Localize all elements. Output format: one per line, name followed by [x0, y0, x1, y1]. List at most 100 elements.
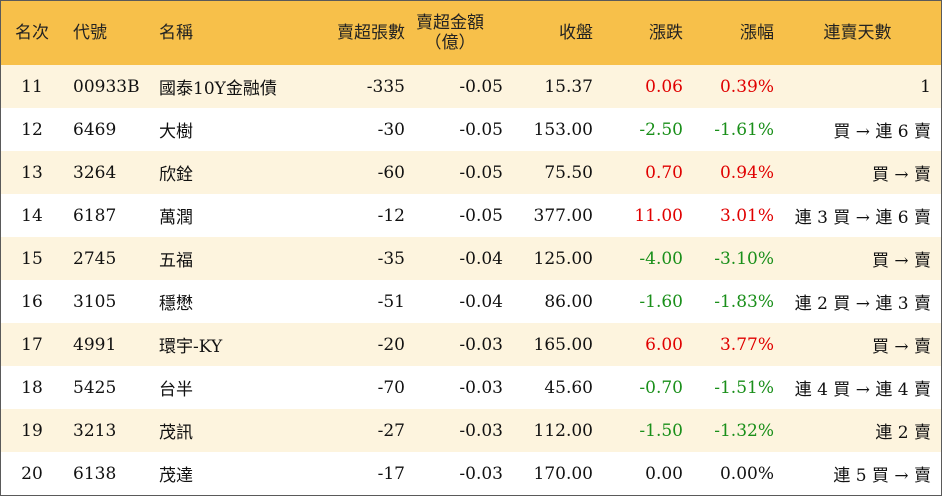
- table-row[interactable]: 11 00933B 國泰10Y金融債 -335 -0.05 15.37 0.06 0.39% 1: [1, 65, 941, 108]
- change-cell: -4.00: [639, 248, 683, 269]
- code-cell[interactable]: 3213: [73, 420, 117, 441]
- close-cell: 45.60: [544, 377, 593, 398]
- code-cell[interactable]: 5425: [73, 377, 117, 398]
- streak-cell: 買 → 賣: [871, 251, 931, 271]
- name-cell[interactable]: 台半: [159, 380, 193, 400]
- rank-cell: 12: [21, 119, 43, 140]
- header-sell-amount[interactable]: 賣超金額 （億）: [405, 1, 503, 65]
- close-cell: 165.00: [533, 334, 593, 355]
- close-cell: 125.00: [533, 248, 593, 269]
- sell-amount-cell: -0.03: [459, 420, 503, 441]
- header-sell-amount-line1: 賣超金額: [416, 13, 484, 33]
- sell-amount-cell: -0.03: [459, 463, 503, 484]
- code-cell[interactable]: 6138: [73, 463, 117, 484]
- table-row[interactable]: 17 4991 環宇-KY -20 -0.03 165.00 6.00 3.77% 買 → 賣: [1, 323, 941, 366]
- code-cell[interactable]: 6187: [73, 205, 117, 226]
- name-cell[interactable]: 穩懋: [159, 294, 193, 314]
- rank-cell: 18: [21, 377, 43, 398]
- header-rank[interactable]: 名次: [15, 23, 49, 43]
- change-pct-cell: -1.51%: [714, 377, 774, 398]
- sell-volume-cell: -335: [366, 76, 405, 97]
- header-code[interactable]: 代號: [73, 23, 107, 43]
- name-cell[interactable]: 環宇-KY: [159, 337, 223, 357]
- change-cell: 0.00: [645, 463, 683, 484]
- close-cell: 153.00: [533, 119, 593, 140]
- change-pct-cell: 3.77%: [719, 334, 774, 355]
- rank-cell: 19: [21, 420, 43, 441]
- streak-cell: 1: [920, 76, 931, 97]
- name-cell[interactable]: 大樹: [159, 122, 193, 142]
- change-cell: -2.50: [639, 119, 683, 140]
- sell-amount-cell: -0.05: [459, 162, 503, 183]
- table-row[interactable]: 19 3213 茂訊 -27 -0.03 112.00 -1.50 -1.32% 連 2 賣: [1, 409, 941, 452]
- name-cell[interactable]: 五福: [159, 251, 193, 271]
- streak-cell: 買 → 連 6 賣: [833, 122, 931, 142]
- change-pct-cell: -1.61%: [714, 119, 774, 140]
- rank-cell: 15: [21, 248, 43, 269]
- name-cell[interactable]: 萬潤: [159, 208, 193, 228]
- header-change-pct[interactable]: 漲幅: [740, 23, 774, 43]
- name-cell[interactable]: 茂達: [159, 466, 193, 486]
- table-row[interactable]: 13 3264 欣銓 -60 -0.05 75.50 0.70 0.94% 買 → 賣: [1, 151, 941, 194]
- table-row[interactable]: 15 2745 五福 -35 -0.04 125.00 -4.00 -3.10% 買 → 賣: [1, 237, 941, 280]
- table-row[interactable]: 12 6469 大樹 -30 -0.05 153.00 -2.50 -1.61% 買 → 連 6…: [1, 108, 941, 151]
- header-change[interactable]: 漲跌: [649, 23, 683, 43]
- sell-volume-cell: -35: [377, 248, 405, 269]
- table-header-row: 名次 代號 名稱 賣超張數 賣超金額 （億） 收盤 漲跌 漲幅 連賣天數: [1, 1, 941, 65]
- table-row[interactable]: 18 5425 台半 -70 -0.03 45.60 -0.70 -1.51% 連 4 買 → …: [1, 366, 941, 409]
- streak-cell: 連 2 買 → 連 3 賣: [794, 294, 931, 314]
- code-cell[interactable]: 3105: [73, 291, 117, 312]
- name-cell[interactable]: 欣銓: [159, 165, 193, 185]
- change-cell: -0.70: [639, 377, 683, 398]
- code-cell[interactable]: 00933B: [73, 76, 140, 97]
- change-pct-cell: -3.10%: [714, 248, 774, 269]
- table-row[interactable]: 16 3105 穩懋 -51 -0.04 86.00 -1.60 -1.83% 連 2 買 → …: [1, 280, 941, 323]
- rank-cell: 14: [21, 205, 43, 226]
- sell-volume-cell: -17: [377, 463, 405, 484]
- table-row[interactable]: 14 6187 萬潤 -12 -0.05 377.00 11.00 3.01% 連 3 買 → …: [1, 194, 941, 237]
- streak-cell: 連 2 賣: [875, 423, 931, 443]
- table-body: 11 00933B 國泰10Y金融債 -335 -0.05 15.37 0.06 0.39% 1…: [1, 65, 941, 495]
- change-pct-cell: 3.01%: [719, 205, 774, 226]
- sell-volume-cell: -20: [377, 334, 405, 355]
- close-cell: 112.00: [533, 420, 593, 441]
- change-cell: -1.50: [639, 420, 683, 441]
- sell-amount-cell: -0.05: [459, 205, 503, 226]
- header-close[interactable]: 收盤: [559, 23, 593, 43]
- table-row[interactable]: 20 6138 茂達 -17 -0.03 170.00 0.00 0.00% 連 5 買 → 賣: [1, 452, 941, 495]
- close-cell: 377.00: [533, 205, 593, 226]
- sell-amount-cell: -0.05: [459, 76, 503, 97]
- change-pct-cell: 0.39%: [719, 76, 774, 97]
- rank-cell: 17: [21, 334, 43, 355]
- streak-cell: 買 → 賣: [871, 165, 931, 185]
- change-cell: 11.00: [634, 205, 683, 226]
- sell-amount-cell: -0.05: [459, 119, 503, 140]
- name-cell[interactable]: 茂訊: [159, 423, 193, 443]
- code-cell[interactable]: 3264: [73, 162, 117, 183]
- change-pct-cell: -1.32%: [714, 420, 774, 441]
- code-cell[interactable]: 6469: [73, 119, 117, 140]
- code-cell[interactable]: 4991: [73, 334, 117, 355]
- change-pct-cell: -1.83%: [714, 291, 774, 312]
- change-cell: -1.60: [639, 291, 683, 312]
- rank-cell: 13: [21, 162, 43, 183]
- rank-cell: 16: [21, 291, 43, 312]
- change-pct-cell: 0.94%: [719, 162, 774, 183]
- header-streak[interactable]: 連賣天數: [823, 23, 892, 43]
- header-name[interactable]: 名稱: [159, 23, 193, 43]
- header-sell-amount-unit: （億）: [424, 33, 476, 53]
- streak-cell: 連 5 買 → 賣: [833, 466, 931, 486]
- sell-volume-cell: -70: [377, 377, 405, 398]
- streak-cell: 連 4 買 → 連 4 賣: [794, 380, 931, 400]
- change-pct-cell: 0.00%: [719, 463, 774, 484]
- sell-amount-cell: -0.03: [459, 334, 503, 355]
- close-cell: 75.50: [544, 162, 593, 183]
- name-cell[interactable]: 國泰10Y金融債: [159, 79, 277, 99]
- close-cell: 170.00: [533, 463, 593, 484]
- change-cell: 0.06: [645, 76, 683, 97]
- streak-cell: 連 3 買 → 連 6 賣: [794, 208, 931, 228]
- sell-volume-cell: -60: [377, 162, 405, 183]
- header-sell-volume[interactable]: 賣超張數: [337, 23, 405, 43]
- code-cell[interactable]: 2745: [73, 248, 117, 269]
